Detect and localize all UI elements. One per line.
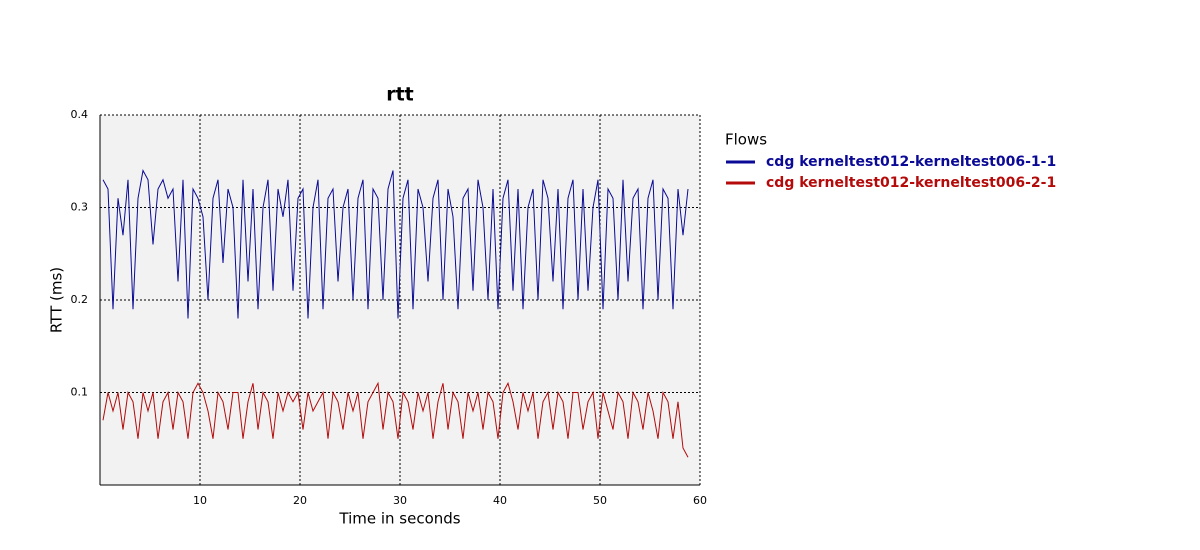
legend-label: cdg kerneltest012-kerneltest006-1-1 (766, 154, 1056, 170)
x-tick-label: 50 (593, 494, 607, 507)
x-tick-label: 10 (193, 494, 207, 507)
series-line (102, 169, 689, 319)
chart-title: rtt (386, 84, 414, 106)
y-tick-label: 0.1 (71, 386, 89, 399)
x-tick-label: 20 (293, 494, 307, 507)
x-axis-label: Time in seconds (338, 510, 460, 528)
legend-label: cdg kerneltest012-kerneltest006-2-1 (766, 175, 1056, 191)
legend-title: Flows (725, 131, 767, 149)
x-tick-label: 30 (393, 494, 407, 507)
series-line (102, 381, 689, 458)
y-tick-label: 0.2 (71, 293, 89, 306)
y-axis-label: RTT (ms) (48, 267, 66, 333)
x-tick-label: 60 (693, 494, 707, 507)
x-tick-label: 40 (493, 494, 507, 507)
y-tick-label: 0.4 (71, 108, 89, 121)
y-tick-label: 0.3 (71, 201, 89, 214)
